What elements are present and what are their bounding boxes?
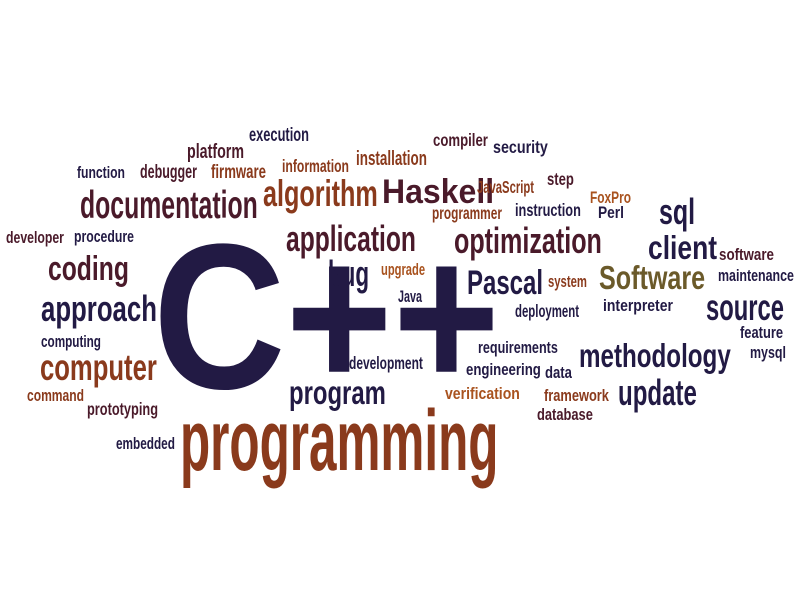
word-optimization: optimization — [454, 220, 602, 261]
word-algorithm: algorithm — [263, 172, 378, 214]
word-program: program — [289, 375, 386, 412]
word-data: data — [545, 363, 572, 382]
word-methodology: methodology — [579, 338, 731, 375]
word-information: information — [282, 155, 349, 176]
word-security: security — [493, 136, 548, 157]
word-approach: approach — [41, 288, 157, 329]
word-prototyping: prototyping — [87, 398, 159, 419]
word-programming: programming — [180, 392, 499, 489]
word-bug: bug — [328, 253, 370, 294]
word-database: database — [537, 405, 593, 424]
word-coding: coding — [48, 249, 129, 288]
word-application: application — [286, 218, 416, 259]
word-update: update — [618, 372, 697, 413]
word-feature: feature — [740, 323, 784, 342]
word-compiler: compiler — [433, 129, 488, 150]
word-perl: Perl — [598, 203, 624, 222]
word-foxpro: FoxPro — [590, 188, 631, 207]
word-mysql: mysql — [750, 343, 786, 362]
word-instruction: instruction — [515, 199, 581, 220]
word-step: step — [547, 168, 574, 189]
word-software-small: software — [719, 245, 775, 264]
word-platform: platform — [187, 140, 245, 163]
word-documentation: documentation — [80, 183, 258, 227]
word-command: command — [27, 386, 84, 405]
word-javascript: JavaScript — [477, 176, 534, 197]
word-procedure: procedure — [74, 227, 134, 246]
word-engineering: engineering — [466, 360, 541, 379]
word-sql: sql — [659, 191, 696, 232]
word-requirements: requirements — [478, 338, 558, 357]
word-java: Java — [398, 287, 423, 306]
word-verification: verification — [445, 384, 520, 403]
word-development: development — [349, 352, 423, 373]
word-interpreter: interpreter — [603, 296, 673, 315]
word-maintenance: maintenance — [718, 266, 794, 285]
word-programmer: programmer — [432, 202, 502, 223]
word-system: system — [548, 272, 587, 291]
word-computer: computer — [40, 346, 157, 388]
word-firmware: firmware — [211, 161, 266, 183]
word-debugger: debugger — [140, 161, 197, 183]
word-developer: developer — [6, 228, 64, 247]
word-installation: installation — [356, 147, 427, 170]
word-execution: execution — [249, 124, 309, 146]
word-embedded: embedded — [116, 434, 175, 453]
word-client: client — [648, 230, 718, 267]
word-cpp: C++ — [153, 199, 500, 432]
word-computing: computing — [41, 332, 101, 351]
word-software-big: Software — [599, 260, 706, 297]
word-upgrade: upgrade — [381, 260, 426, 279]
word-haskell: Haskell — [382, 172, 495, 211]
word-framework: framework — [544, 386, 609, 405]
word-deployment: deployment — [515, 300, 580, 321]
word-function: function — [77, 163, 125, 182]
word-pascal: Pascal — [467, 263, 544, 302]
word-source: source — [706, 286, 784, 328]
